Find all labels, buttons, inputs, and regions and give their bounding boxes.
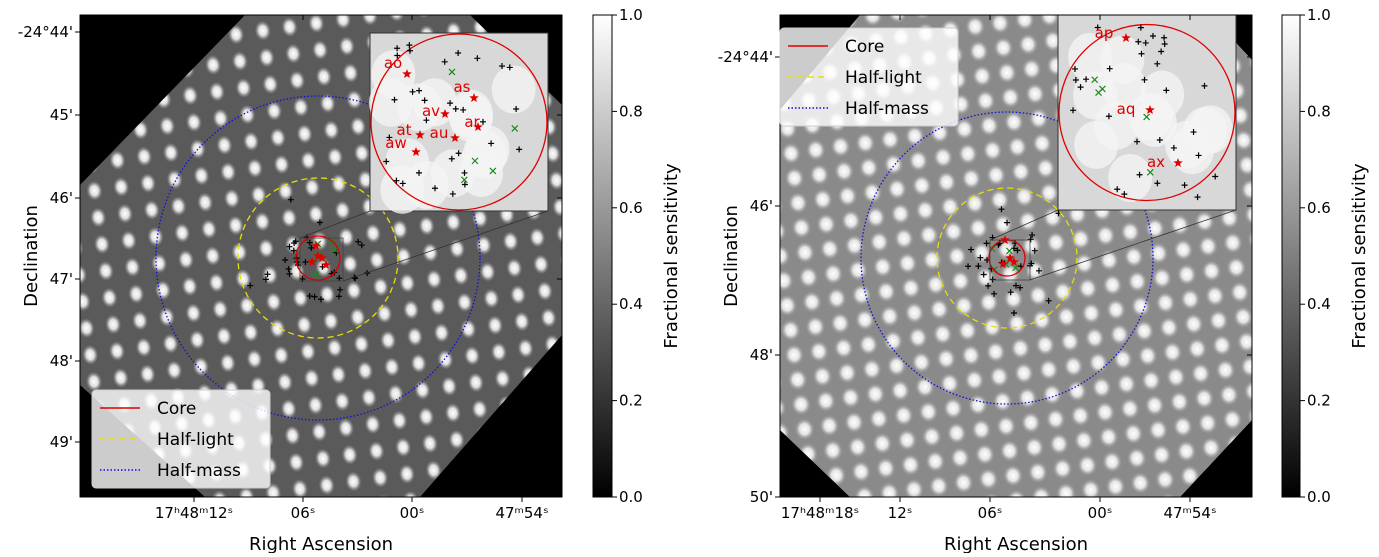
x-axis-label: Right Ascension [249, 534, 393, 553]
x-tick-label: 47ᵐ54ˢ [1163, 504, 1216, 522]
x-tick-label: 47ᵐ54ˢ [495, 504, 548, 522]
colorbar [593, 15, 612, 497]
y-tick-label: -24°44' [718, 48, 773, 66]
legend-label: Core [845, 37, 884, 57]
x-tick-label: 00ˢ [400, 504, 425, 522]
colorbar-tick-label: 0.4 [1307, 295, 1331, 313]
x-tick-label: 12ˢ [888, 504, 913, 522]
colorbar-label: Fractional sensitivity [1349, 163, 1370, 349]
colorbar-label: Fractional sensitivity [661, 163, 682, 349]
figure: aoasavaratauaw17ʰ48ᵐ12ˢ06ˢ00ˢ47ᵐ54ˢ-24°4… [0, 0, 1379, 553]
colorbar-tick-label: 0.4 [619, 295, 643, 313]
x-tick-label: 06ˢ [291, 504, 316, 522]
y-tick-label: 46' [750, 197, 773, 215]
x-tick-label: 17ʰ48ᵐ18ˢ [781, 504, 859, 522]
source-label: as [453, 78, 470, 96]
source-label: ap [1095, 24, 1114, 42]
source-label: ax [1147, 153, 1165, 171]
colorbar-tick-label: 0.0 [1307, 488, 1331, 506]
inset-beam [492, 65, 536, 113]
colorbar-tick-label: 0.6 [1307, 199, 1331, 217]
y-tick-label: 47' [50, 270, 73, 288]
y-tick-label: -24°44' [18, 23, 73, 41]
legend-label: Half-light [845, 68, 922, 88]
colorbar-tick-label: 1.0 [1307, 6, 1331, 24]
y-tick-label: 49' [50, 433, 73, 451]
y-tick-label: 48' [750, 346, 773, 364]
colorbar-tick-label: 0.6 [619, 199, 643, 217]
x-tick-label: 06ˢ [978, 504, 1003, 522]
inset: aoasavaratauaw [369, 33, 548, 214]
source-label: au [430, 124, 449, 142]
source-label: aq [1117, 100, 1136, 118]
y-tick-label: 45' [50, 106, 73, 124]
source-label: ar [464, 113, 480, 131]
colorbar-tick-label: 0.0 [619, 488, 643, 506]
legend-label: Half-mass [845, 99, 929, 119]
y-tick-label: 46' [50, 189, 73, 207]
colorbar [1282, 15, 1300, 497]
source-label: aw [385, 134, 406, 152]
y-tick-label: 50' [750, 488, 773, 506]
colorbar-tick-label: 0.2 [1307, 392, 1331, 410]
inset-beam [1170, 126, 1214, 174]
source-label: av [422, 102, 440, 120]
colorbar-tick-label: 0.2 [619, 392, 643, 410]
inset-beam [1074, 121, 1118, 169]
x-tick-label: 17ʰ48ᵐ12ˢ [155, 504, 233, 522]
legend-label: Half-mass [157, 461, 241, 481]
y-axis-label: Declination [21, 205, 42, 307]
colorbar-tick-label: 0.8 [619, 102, 643, 120]
legend-label: Half-light [157, 430, 234, 450]
legend-label: Core [157, 399, 196, 419]
x-axis-label: Right Ascension [944, 534, 1088, 553]
colorbar-tick-label: 1.0 [619, 6, 643, 24]
colorbar-tick-label: 0.8 [1307, 102, 1331, 120]
source-label: ao [384, 54, 402, 72]
y-tick-label: 48' [50, 352, 73, 370]
inset: ap aq ax [1058, 15, 1236, 210]
y-axis-label: Declination [721, 205, 742, 307]
inset-beam [1140, 71, 1184, 119]
x-tick-label: 00ˢ [1088, 504, 1113, 522]
